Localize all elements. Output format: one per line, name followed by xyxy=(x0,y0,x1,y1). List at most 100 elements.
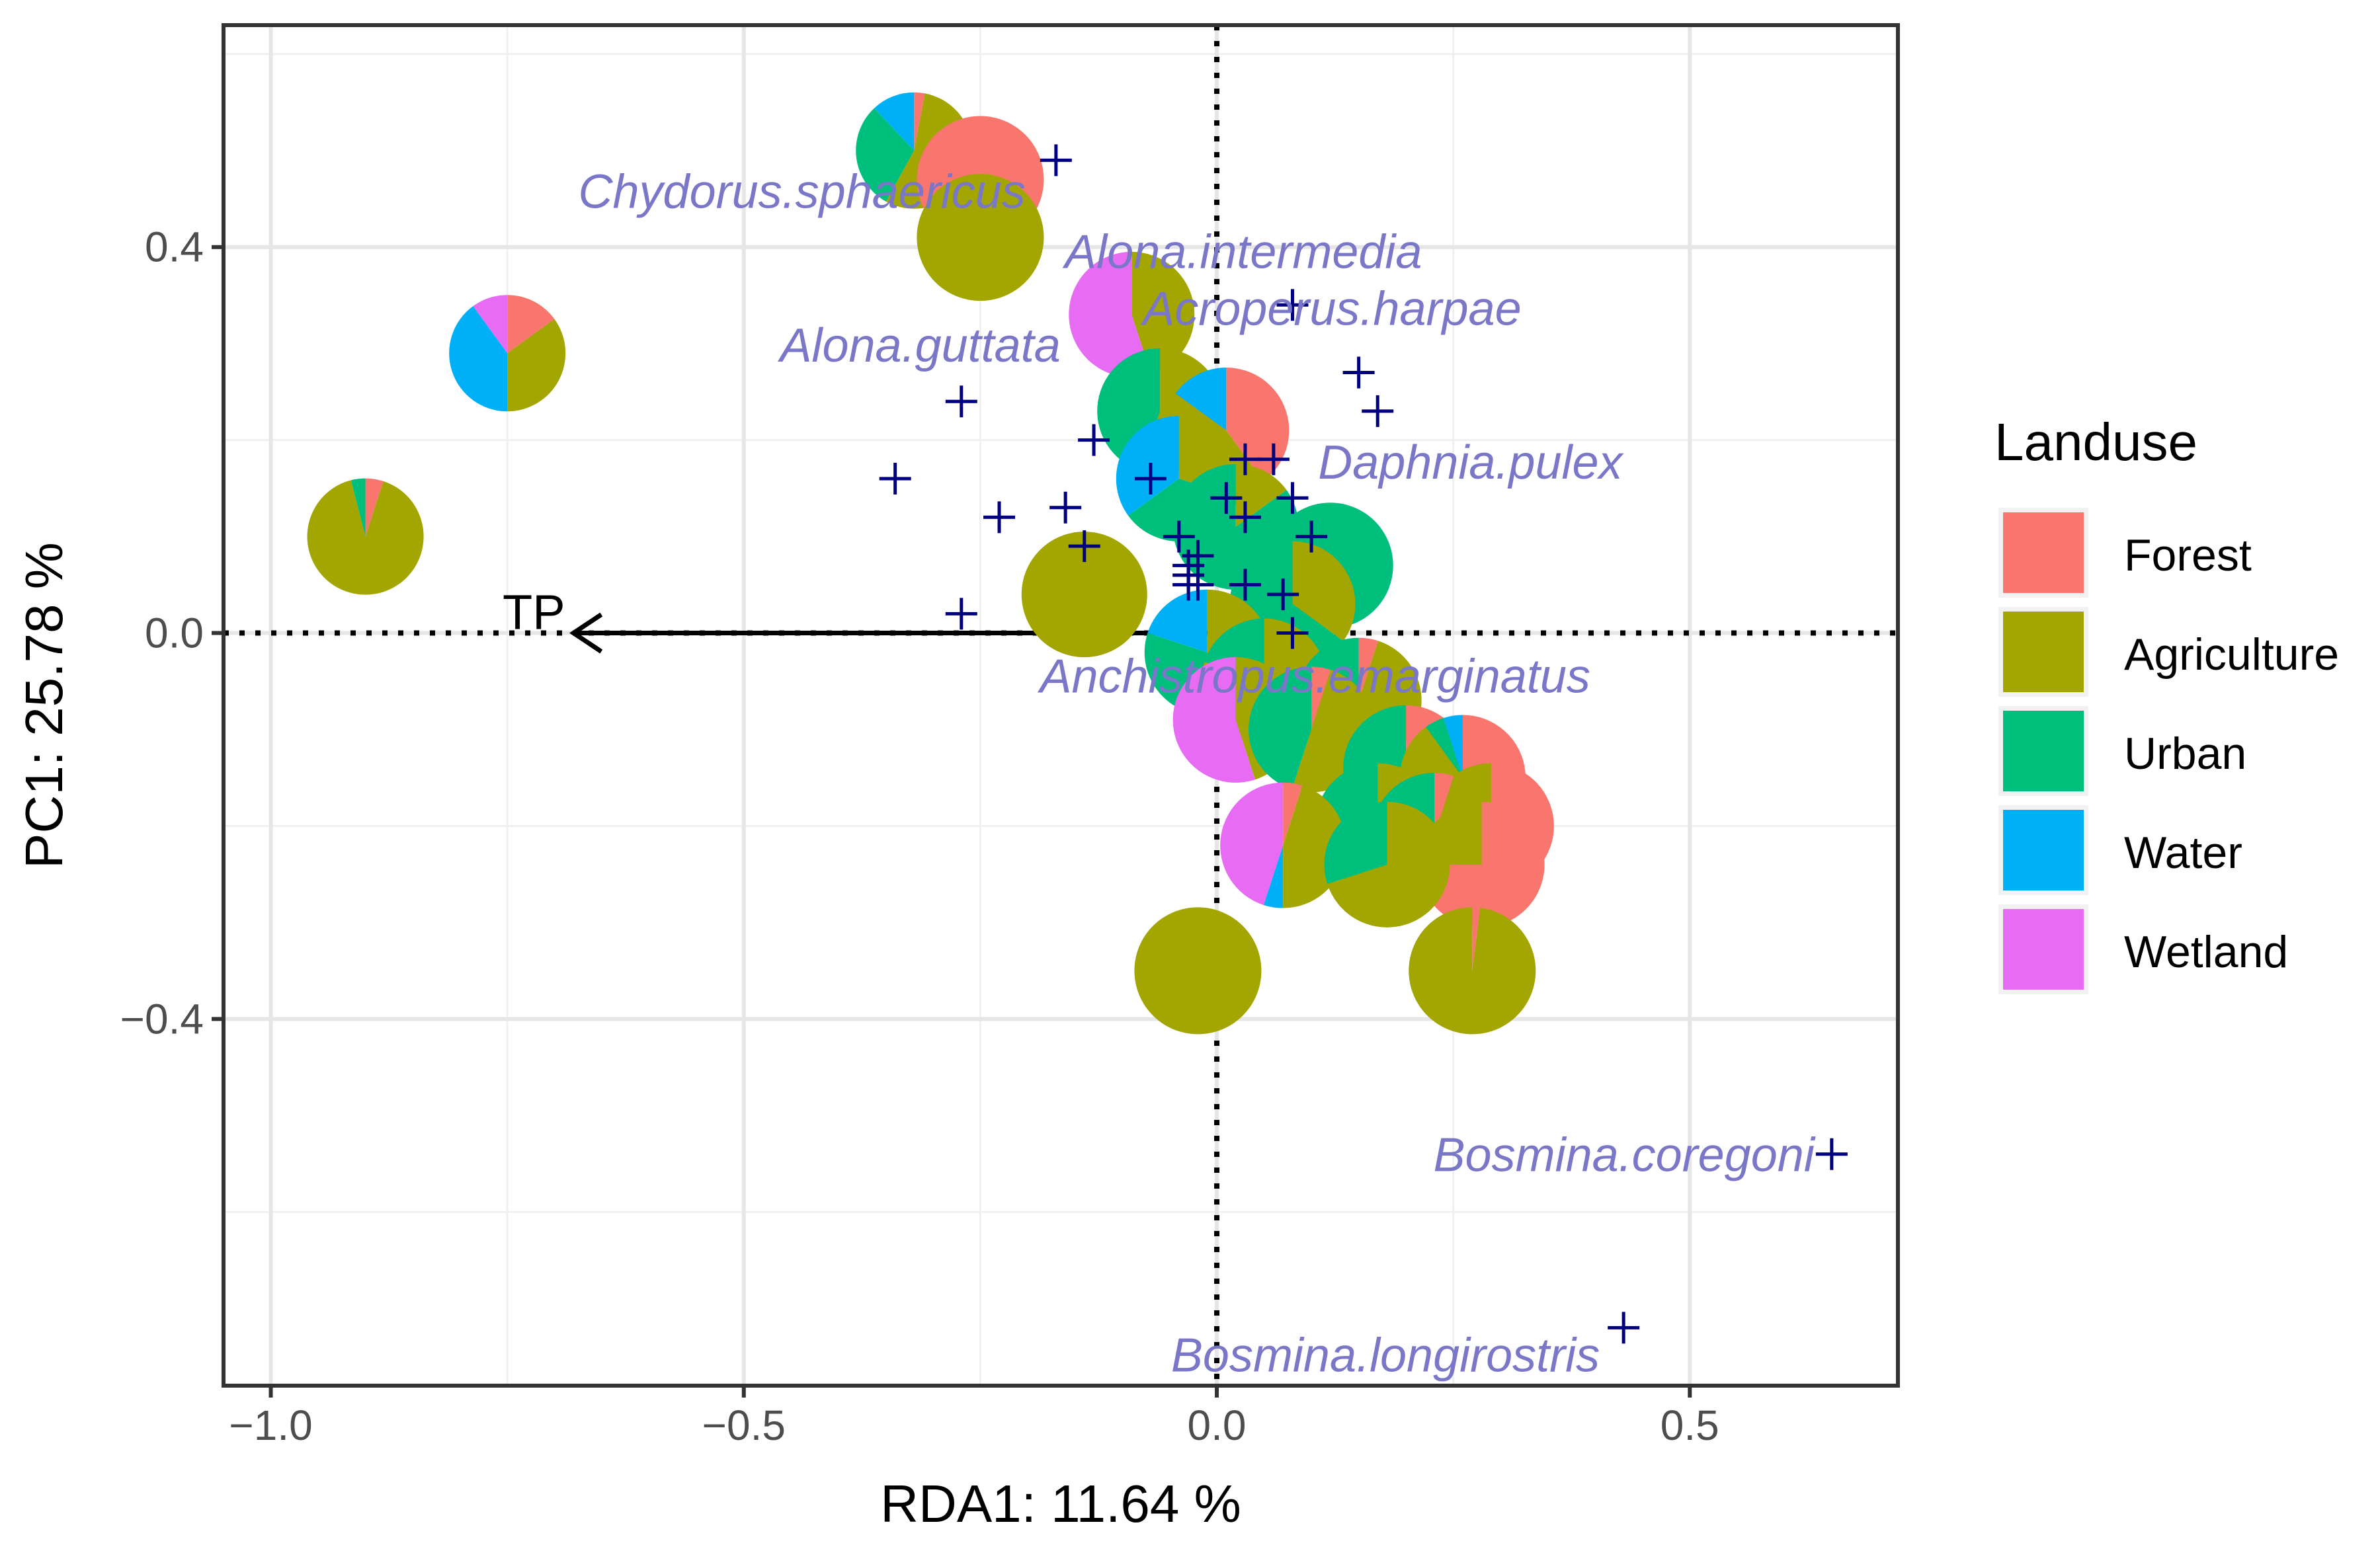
legend-swatch-urban xyxy=(2003,711,2084,791)
reference-lines xyxy=(224,25,1898,1386)
pie-slice-agriculture xyxy=(1021,532,1147,658)
site-pie xyxy=(1409,907,1536,1035)
pie-slice-water xyxy=(1175,368,1227,431)
site-pie xyxy=(1324,801,1450,928)
pie-slice-wetland xyxy=(1220,782,1284,905)
y-axis-title: PC1: 25.78 % xyxy=(15,542,73,869)
species-point xyxy=(1068,530,1100,563)
pie-slice-water xyxy=(1147,589,1208,653)
legend-label-agriculture: Agriculture xyxy=(2124,629,2339,680)
species-point-anchistropus-emarginatus xyxy=(1276,617,1309,649)
pie-slice-wetland xyxy=(473,295,508,354)
site-pie xyxy=(917,174,1044,301)
species-point xyxy=(1257,443,1290,475)
pie-slice-agriculture xyxy=(1131,251,1195,375)
species-points xyxy=(879,144,1848,1344)
species-label-bosmina-coregoni: Bosmina.coregoni xyxy=(1434,1129,1816,1182)
pie-slice-urban xyxy=(1324,801,1387,885)
site-pie xyxy=(1021,532,1147,658)
legend-entry-wetland: Wetland xyxy=(1998,904,2288,994)
site-pie xyxy=(1134,907,1262,1035)
pie-slice-water xyxy=(1116,416,1179,516)
species-point-bosmina-coregoni xyxy=(1815,1138,1848,1170)
y-tick-label: −0.4 xyxy=(120,995,204,1043)
pie-slice-agriculture xyxy=(1327,801,1450,928)
grid-lines xyxy=(224,25,1898,1386)
panel-background xyxy=(224,25,1898,1386)
legend-entry-agriculture: Agriculture xyxy=(1998,607,2339,697)
species-point xyxy=(1276,482,1309,514)
panel-border xyxy=(222,23,1900,1388)
pie-slice-water xyxy=(874,92,915,151)
x-tick-label: 0.0 xyxy=(1188,1402,1247,1449)
legend-swatch-water xyxy=(2003,810,2084,890)
tp-vector-label: TP xyxy=(503,585,565,640)
pie-slice-forest xyxy=(365,478,384,537)
legend-entry-urban: Urban xyxy=(1998,706,2246,796)
pie-slice-urban xyxy=(1426,718,1463,778)
species-label-alona-guttata: Alona.guttata xyxy=(777,319,1060,372)
species-point xyxy=(1267,578,1299,611)
pie-slice-urban xyxy=(1249,666,1312,789)
species-point-daphnia-pulex xyxy=(1362,395,1394,427)
species-label-anchistropus-emarginatus: Anchistropus.emarginatus xyxy=(1037,651,1590,703)
legend-entry-water: Water xyxy=(1998,805,2242,895)
pie-slice-water xyxy=(1263,845,1284,908)
species-label-daphnia-pulex: Daphnia.pulex xyxy=(1318,436,1624,489)
species-point xyxy=(1163,520,1195,553)
legend-title: Landuse xyxy=(1994,413,2197,471)
pie-slice-agriculture xyxy=(917,174,1044,301)
species-point xyxy=(1229,501,1261,534)
pie-slice-agriculture xyxy=(1235,463,1287,527)
pie-slice-forest xyxy=(1358,637,1378,701)
y-tick-label: 0.0 xyxy=(145,610,204,657)
x-axis: −1.0 −0.5 0.0 0.5 xyxy=(229,1386,1719,1449)
species-point xyxy=(1078,424,1110,456)
species-point-chydorus-sphaericus xyxy=(1040,144,1072,177)
legend-entries: Forest Agriculture Urban Water Wetland xyxy=(1998,508,2339,994)
species-point xyxy=(945,598,977,630)
legend-label-wetland: Wetland xyxy=(2124,927,2288,977)
site-pie xyxy=(307,478,424,595)
x-axis-title: RDA1: 11.64 % xyxy=(880,1474,1241,1533)
legend-label-urban: Urban xyxy=(2124,729,2246,779)
legend-label-water: Water xyxy=(2124,828,2242,878)
legend-swatch-wetland xyxy=(2003,909,2084,990)
y-tick-label: 0.4 xyxy=(145,223,204,271)
site-pies xyxy=(307,92,1554,1035)
species-point xyxy=(1172,569,1205,601)
legend-swatch-forest xyxy=(2003,512,2084,593)
plot-panel: TP Chydorus.sphaericus Alona.intermediaAc… xyxy=(222,23,1900,1388)
pie-slice-agriculture xyxy=(1292,541,1356,641)
pie-slice-forest xyxy=(1311,666,1331,730)
species-point xyxy=(1295,520,1328,553)
species-label-bosmina-longirostris: Bosmina.longirostris xyxy=(1171,1329,1600,1382)
site-pie xyxy=(1069,251,1195,377)
species-point xyxy=(879,463,911,495)
species-point-bosmina-longirostris xyxy=(1608,1312,1640,1344)
pie-slice-forest xyxy=(1472,907,1481,971)
y-axis: −0.4 0.0 0.4 xyxy=(120,223,224,1043)
x-tick-label: 0.5 xyxy=(1661,1402,1719,1449)
pie-slice-agriculture xyxy=(1409,907,1536,1035)
species-point xyxy=(1134,463,1167,495)
pie-slice-forest xyxy=(914,92,925,151)
legend-swatch-agriculture xyxy=(2003,612,2084,692)
species-point xyxy=(1049,491,1082,524)
legend-entry-forest: Forest xyxy=(1998,508,2252,598)
species-label-acroperus-harpae: Acroperus.harpae xyxy=(1140,282,1521,335)
species-labels: Chydorus.sphaericus Alona.intermediaAcrop… xyxy=(579,165,1816,1382)
x-tick-label: −1.0 xyxy=(229,1402,312,1449)
species-point xyxy=(1182,539,1214,572)
pie-slice-wetland xyxy=(1172,656,1256,783)
pie-slice-water xyxy=(1443,715,1463,778)
pie-slice-urban xyxy=(856,108,915,202)
pie-slice-urban xyxy=(350,478,366,537)
site-pie xyxy=(449,295,566,412)
pie-slice-agriculture xyxy=(1134,907,1262,1035)
pie-slice-water xyxy=(449,306,508,412)
species-label-alona-intermedia: Alona.intermedia xyxy=(1062,225,1422,278)
pie-slice-agriculture xyxy=(507,319,566,412)
species-point xyxy=(1229,569,1261,601)
